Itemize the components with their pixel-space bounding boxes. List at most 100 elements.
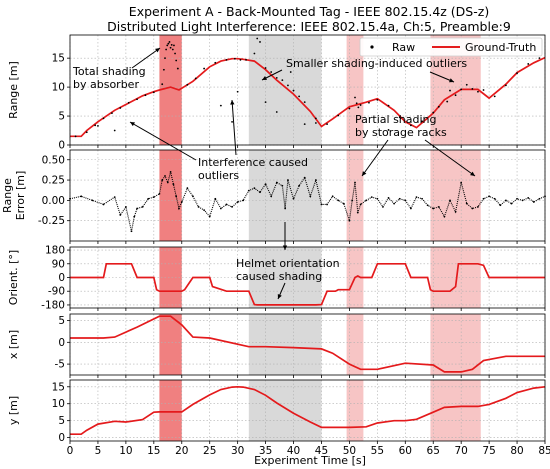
raw-point xyxy=(164,57,166,60)
raw-point xyxy=(303,101,306,104)
arrow-interference-2-head xyxy=(230,100,235,105)
raw-point xyxy=(119,107,122,109)
raw-point xyxy=(275,111,278,113)
arrow-racks-1-head xyxy=(362,171,367,176)
raw-point xyxy=(337,114,340,117)
raw-point xyxy=(111,112,113,115)
raw-point xyxy=(376,98,379,101)
y-axis-label-error-2: Error [m] xyxy=(14,171,27,221)
raw-point xyxy=(162,68,165,71)
raw-point xyxy=(236,90,239,93)
axes-frame-error xyxy=(69,149,546,242)
ytick-label: 0.00 xyxy=(42,195,65,207)
raw-point xyxy=(303,123,306,126)
title-line-2: Distributed Light Interference: IEEE 802… xyxy=(107,19,511,34)
ytick-label: 90 xyxy=(52,258,65,270)
panel-y: 0 5 10 15 y [m] 0 5 10 15 20 25 30 35 40 45 50 55 60 65 70 7… xyxy=(7,379,550,457)
raw-point xyxy=(355,102,358,105)
raw-point xyxy=(314,117,317,120)
raw-point xyxy=(281,79,284,82)
raw-point xyxy=(239,58,242,61)
y-axis-label-x: x [m] xyxy=(7,330,20,359)
ytick-label: 0.50 xyxy=(42,154,65,166)
raw-point xyxy=(74,135,77,138)
ytick-label: 0.25 xyxy=(42,175,65,187)
shade-helmet-y-1 xyxy=(248,380,322,441)
ytick-label: 180 xyxy=(45,245,65,257)
raw-point xyxy=(127,101,130,104)
raw-point xyxy=(256,37,259,40)
title-line-1: Experiment A - Back-Mounted Tag - IEEE 8… xyxy=(129,4,489,19)
raw-point xyxy=(516,72,518,75)
raw-point xyxy=(186,83,189,86)
xtick-label: 80 xyxy=(510,445,523,457)
raw-point xyxy=(368,101,370,104)
raw-point xyxy=(504,84,507,87)
x-axis-label: Experiment Time [s] xyxy=(254,454,366,467)
raw-point xyxy=(437,105,440,108)
xtick-label: 85 xyxy=(538,445,550,457)
raw-point xyxy=(167,42,170,45)
xtick-label: 45 xyxy=(315,445,328,457)
ytick-label: -0.25 xyxy=(38,215,65,227)
raw-point xyxy=(454,94,457,97)
raw-point xyxy=(169,46,172,49)
ytick-label: -180 xyxy=(41,299,65,311)
raw-point xyxy=(409,124,412,127)
legend-raw-label: Raw xyxy=(392,41,415,54)
shade-absorber-x-0 xyxy=(159,314,182,375)
raw-point xyxy=(102,117,105,120)
raw-point xyxy=(354,96,356,99)
y-axis-label-range: Range [m] xyxy=(7,61,20,119)
raw-point xyxy=(465,83,468,86)
series-ground-truth-range xyxy=(70,56,546,138)
axes-frame-range xyxy=(69,34,546,146)
panel-range: 0 5 10 15 Range [m] xyxy=(7,34,546,152)
xtick-label: 30 xyxy=(231,445,244,457)
arrow-absorber xyxy=(131,47,161,69)
annotation-smaller-outliers: Smaller shading-induced outliers xyxy=(286,57,467,70)
ytick-label: 5 xyxy=(58,111,65,123)
xtick-label: 5 xyxy=(95,445,102,457)
raw-point xyxy=(326,123,328,126)
raw-point xyxy=(214,61,217,64)
raw-point xyxy=(233,57,236,60)
annotation-helmet: Helmet orientation caused shading xyxy=(236,257,340,283)
raw-point xyxy=(166,44,169,47)
raw-point xyxy=(387,104,390,107)
arrow-smaller-outliers-2-head xyxy=(449,78,454,83)
raw-point xyxy=(136,98,138,101)
series-raw-trace-error xyxy=(69,171,546,232)
raw-point xyxy=(432,111,435,114)
raw-point xyxy=(231,120,233,123)
xtick-label: 20 xyxy=(175,445,188,457)
y-axis-label-y: y [m] xyxy=(7,396,20,425)
raw-point xyxy=(219,104,222,107)
raw-point xyxy=(387,129,390,131)
xtick-label: 55 xyxy=(371,445,384,457)
xtick-label: 60 xyxy=(399,445,412,457)
shade-racks-range-2 xyxy=(346,35,364,145)
shade-helmet-range-1 xyxy=(248,35,322,145)
raw-point xyxy=(527,63,530,65)
raw-point xyxy=(259,41,261,43)
shade-absorber-range-0 xyxy=(159,35,182,145)
xtick-label: 0 xyxy=(67,445,74,457)
ytick-label: -5 xyxy=(55,359,65,371)
ytick-label: -90 xyxy=(48,286,65,298)
arrow-racks-2 xyxy=(424,139,476,177)
series-ground-truth-y xyxy=(70,385,546,436)
ytick-label: 0 xyxy=(58,432,65,444)
raw-point xyxy=(275,76,278,79)
xtick-label: 35 xyxy=(259,445,272,457)
series-ground-truth-orient xyxy=(70,262,545,306)
ytick-label: 0 xyxy=(58,272,65,284)
ytick-label: 15 xyxy=(52,381,65,393)
raw-point xyxy=(357,106,360,109)
raw-point xyxy=(287,84,289,87)
shade-absorber-error-0 xyxy=(159,150,182,241)
ytick-label: 5 xyxy=(58,415,65,427)
series-raw-range xyxy=(74,37,541,138)
raw-point xyxy=(292,89,295,92)
